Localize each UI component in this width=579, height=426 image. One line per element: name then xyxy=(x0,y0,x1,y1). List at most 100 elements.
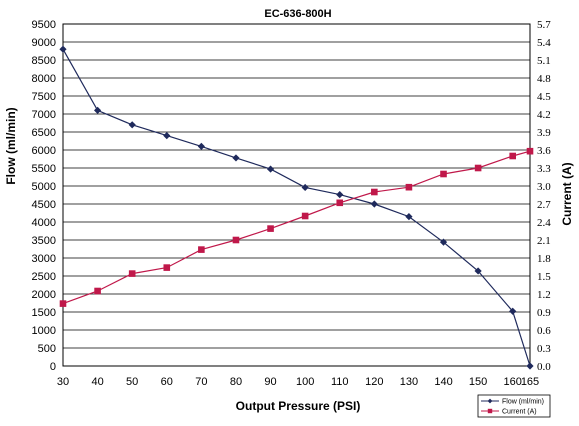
left-y-tick-label: 9500 xyxy=(32,19,56,31)
left-y-tick-label: 5000 xyxy=(32,181,56,193)
flow-data-point xyxy=(232,154,240,162)
x-tick-label: 160 xyxy=(504,376,522,388)
x-tick-label: 60 xyxy=(161,376,173,388)
current-data-point xyxy=(509,152,517,160)
right-y-tick-label: 1.8 xyxy=(537,253,551,265)
right-y-tick-label: 2.1 xyxy=(537,235,551,247)
current-data-point xyxy=(440,170,447,178)
left-y-axis-ticks: 0 500 1000 1500 2000 2500 3000 3500 4000 4500 5000… xyxy=(32,19,56,373)
legend-current-label: Current (A) xyxy=(502,409,537,416)
left-y-tick-label: 6000 xyxy=(32,145,56,157)
left-y-tick-label: 5500 xyxy=(32,163,56,175)
left-y-tick-label: 7000 xyxy=(32,109,56,121)
flow-data-point xyxy=(526,362,534,370)
x-tick-label: 120 xyxy=(365,376,383,388)
flow-data-point xyxy=(370,200,378,208)
flow-data-point xyxy=(405,213,413,221)
left-y-tick-label: 6500 xyxy=(32,127,56,139)
right-y-tick-label: 1.2 xyxy=(537,289,551,301)
left-y-tick-label: 4500 xyxy=(32,199,56,211)
right-y-tick-label: 5.1 xyxy=(537,55,551,67)
current-data-point xyxy=(371,188,378,196)
left-y-tick-label: 3000 xyxy=(32,253,56,265)
right-y-tick-label: 3.0 xyxy=(537,181,551,193)
current-data-point xyxy=(267,225,274,232)
right-y-tick-label: 2.7 xyxy=(537,199,551,211)
x-tick-label: 140 xyxy=(434,376,452,388)
left-y-tick-label: 8000 xyxy=(32,73,56,85)
x-tick-label: 130 xyxy=(400,376,418,388)
right-y-tick-label: 0.3 xyxy=(537,343,551,355)
current-data-point xyxy=(301,212,309,220)
left-y-tick-label: 0 xyxy=(50,361,56,373)
series-layer xyxy=(59,45,534,370)
x-axis-title: Output Pressure (PSI) xyxy=(236,399,361,413)
left-y-tick-label: 1000 xyxy=(32,325,56,337)
right-y-tick-label: 4.8 xyxy=(537,73,551,85)
left-y-tick-label: 500 xyxy=(38,343,56,355)
x-tick-label: 80 xyxy=(230,376,242,388)
flow-data-point xyxy=(266,165,275,173)
left-y-tick-label: 3500 xyxy=(32,235,56,247)
flow-data-point xyxy=(197,142,205,150)
flow-data-point xyxy=(93,106,102,114)
right-y-tick-label: 0.0 xyxy=(537,361,551,373)
current-data-point xyxy=(526,147,534,155)
left-y-tick-label: 7500 xyxy=(32,91,56,103)
x-tick-label: 70 xyxy=(195,376,207,388)
left-y-axis-title: Flow (ml/min) xyxy=(4,107,18,184)
right-y-tick-label: 3.6 xyxy=(537,145,551,157)
left-y-tick-label: 1500 xyxy=(32,307,56,319)
right-y-tick-label: 3.3 xyxy=(537,163,551,175)
flow-data-point xyxy=(59,45,67,53)
left-y-tick-label: 2500 xyxy=(32,271,56,283)
x-tick-label: 110 xyxy=(331,376,349,388)
x-tick-label: 150 xyxy=(469,376,487,388)
right-y-tick-label: 3.9 xyxy=(537,127,551,139)
right-y-tick-label: 5.7 xyxy=(537,19,551,31)
current-data-point xyxy=(198,246,205,253)
right-y-tick-label: 1.5 xyxy=(537,271,551,283)
legend-flow-marker xyxy=(487,398,493,404)
x-tick-label: 30 xyxy=(57,376,69,388)
left-y-tick-label: 8500 xyxy=(32,55,56,67)
current-data-point xyxy=(336,199,344,207)
chart-title: EC-636-800H xyxy=(264,8,331,20)
grid-lines xyxy=(63,23,530,367)
flow-data-point xyxy=(509,307,517,315)
right-y-tick-label: 5.4 xyxy=(537,37,551,49)
left-y-tick-label: 2000 xyxy=(32,289,56,301)
current-data-point xyxy=(474,164,482,172)
flow-data-point xyxy=(301,183,309,192)
flow-data-point xyxy=(128,121,136,129)
left-y-tick-label: 9000 xyxy=(32,37,56,49)
current-data-point xyxy=(163,264,171,271)
current-data-point xyxy=(405,183,413,191)
flow-data-point xyxy=(336,191,344,199)
x-tick-label: 100 xyxy=(296,376,314,388)
right-y-axis-title: Current (A) xyxy=(560,162,574,225)
plot-area xyxy=(62,23,531,367)
flow-data-point xyxy=(439,238,448,246)
right-y-tick-label: 0.6 xyxy=(537,325,551,337)
x-tick-label: 90 xyxy=(264,376,276,388)
x-tick-label: 165 xyxy=(521,376,539,388)
current-data-point xyxy=(128,270,136,277)
current-series-line xyxy=(62,150,531,305)
right-y-tick-label: 4.5 xyxy=(537,91,551,103)
right-y-tick-label: 2.4 xyxy=(537,217,551,229)
legend-flow-label: Flow (ml/min) xyxy=(502,399,544,406)
flow-data-point xyxy=(474,267,482,275)
right-y-axis-ticks: 0.0 0.3 0.6 0.9 1.2 1.5 1.8 2.1 2.4 2.7 3.0 3.3 3.6 3… xyxy=(537,19,551,373)
x-tick-label: 50 xyxy=(126,376,138,388)
flow-series-line xyxy=(62,48,531,367)
right-y-tick-label: 4.2 xyxy=(537,109,551,121)
current-data-point xyxy=(94,287,101,295)
flow-data-point xyxy=(163,132,171,140)
current-data-point xyxy=(232,236,240,244)
left-y-tick-label: 4000 xyxy=(32,217,56,229)
legend: Flow (ml/min) Current (A) xyxy=(477,394,551,418)
